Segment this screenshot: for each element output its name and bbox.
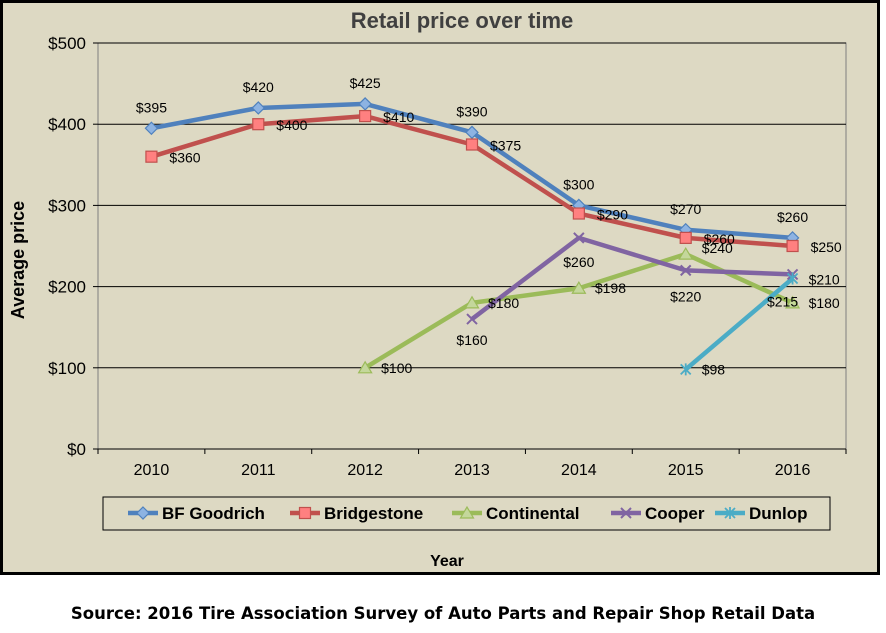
x-tick-label: 2016 — [775, 462, 811, 479]
data-label-bf-goodrich: $425 — [350, 75, 381, 91]
data-label-bf-goodrich: $300 — [563, 176, 594, 192]
series-markers — [144, 97, 801, 376]
x-tick-label: 2012 — [347, 462, 383, 479]
legend-marker — [298, 506, 312, 520]
series-line-dunlop — [684, 276, 795, 372]
data-point-bridgestone — [572, 207, 585, 220]
legend-item-bridgestone: Bridgestone — [290, 504, 423, 523]
x-axis-ticks: 2010 2011 2012 2013 2014 2015 2016 — [97, 449, 847, 479]
legend-item-cooper: Cooper — [611, 504, 705, 523]
data-point-bf-goodrich — [465, 125, 479, 140]
data-point-cooper — [466, 313, 478, 325]
data-label-continental: $240 — [702, 240, 733, 256]
data-label-bridgestone: $250 — [811, 239, 842, 255]
legend-item-dunlop: Dunlop — [715, 504, 808, 523]
legend-item-continental: Continental — [452, 504, 580, 523]
data-label-bridgestone: $400 — [276, 117, 307, 133]
data-label-continental: $180 — [809, 295, 840, 311]
legend-marker — [620, 507, 632, 519]
data-label-cooper: $260 — [563, 254, 594, 270]
data-label-bridgestone: $260 — [704, 231, 735, 247]
legend-marker — [459, 505, 475, 519]
data-label-bf-goodrich: $420 — [243, 79, 274, 95]
data-point-bf-goodrich — [358, 97, 372, 111]
legend-marker — [136, 506, 150, 520]
data-point-bridgestone — [465, 138, 479, 151]
data-label-bf-goodrich: $260 — [777, 209, 808, 225]
y-tick-label: $0 — [67, 440, 86, 459]
data-label-bf-goodrich: $390 — [456, 103, 487, 119]
data-label-bridgestone: $375 — [490, 138, 521, 154]
data-label-continental: $198 — [595, 280, 626, 296]
data-point-bridgestone — [679, 231, 692, 244]
y-tick-label: $100 — [48, 359, 86, 378]
legend-item-bf-goodrich: BF Goodrich — [128, 504, 265, 523]
legend-label: Dunlop — [749, 504, 808, 523]
data-label-bridgestone: $360 — [169, 150, 200, 166]
data-label-bridgestone: $290 — [597, 207, 628, 223]
data-point-bridgestone — [786, 239, 799, 253]
data-label-dunlop: $98 — [702, 361, 726, 377]
data-label-continental: $100 — [381, 360, 412, 376]
legend-marker — [724, 507, 736, 519]
data-point-bridgestone — [145, 150, 158, 163]
x-tick-label: 2011 — [241, 462, 276, 479]
y-tick-label: $200 — [48, 278, 86, 297]
data-labels: $395$420 $425$390$300$270$260$360$400$410… — [136, 75, 842, 378]
data-point-continental — [678, 246, 694, 260]
legend-label: Cooper — [645, 504, 705, 523]
legend-label: BF Goodrich — [162, 504, 265, 523]
x-tick-label: 2010 — [134, 462, 170, 479]
data-point-dunlop — [680, 363, 692, 376]
data-label-bridgestone: $410 — [383, 109, 414, 125]
data-label-continental: $180 — [488, 295, 519, 311]
data-point-bf-goodrich — [144, 121, 159, 136]
gridlines — [98, 42, 846, 450]
y-axis-ticks: $0 $100 $200 $300 $400 $500 — [48, 34, 98, 459]
x-tick-label: 2015 — [668, 462, 704, 479]
data-point-bridgestone — [252, 118, 265, 131]
data-label-cooper: $215 — [767, 293, 798, 309]
data-point-continental — [785, 295, 801, 309]
data-point-cooper — [573, 232, 585, 244]
source-note: Source: 2016 Tire Association Survey of … — [70, 604, 816, 623]
data-label-cooper: $160 — [456, 332, 487, 348]
y-tick-label: $500 — [48, 34, 86, 53]
y-tick-label: $400 — [48, 115, 86, 134]
data-point-continental — [571, 281, 587, 294]
legend: BF Goodrich Bridgestone Continental Cooper D… — [102, 496, 831, 531]
chart-title: Retail price over time — [351, 8, 574, 33]
legend-box — [102, 496, 831, 531]
data-point-bridgestone — [359, 109, 372, 123]
data-point-cooper — [680, 264, 692, 277]
y-axis-title: Average price — [8, 201, 28, 319]
series-line-cooper — [470, 235, 793, 321]
legend-label: Continental — [486, 504, 580, 523]
data-label-dunlop: $210 — [809, 271, 840, 287]
legend-label: Bridgestone — [324, 504, 423, 523]
data-label-bf-goodrich: $270 — [670, 201, 701, 217]
x-tick-label: 2014 — [561, 462, 597, 479]
y-tick-label: $300 — [48, 196, 86, 215]
chart-background — [0, 0, 880, 575]
data-label-cooper: $220 — [670, 288, 701, 304]
data-point-continental — [464, 295, 480, 309]
data-label-bf-goodrich: $395 — [136, 99, 167, 115]
data-point-bf-goodrich — [251, 101, 266, 115]
x-axis-title: Year — [430, 553, 464, 570]
x-tick-label: 2013 — [454, 462, 490, 479]
data-point-dunlop — [786, 272, 799, 285]
retail-price-chart: Retail price over time $0 $100 $200 $300 $40… — [0, 0, 880, 575]
data-point-continental — [357, 360, 373, 374]
